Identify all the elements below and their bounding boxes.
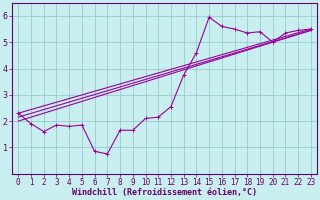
X-axis label: Windchill (Refroidissement éolien,°C): Windchill (Refroidissement éolien,°C)	[72, 188, 257, 197]
